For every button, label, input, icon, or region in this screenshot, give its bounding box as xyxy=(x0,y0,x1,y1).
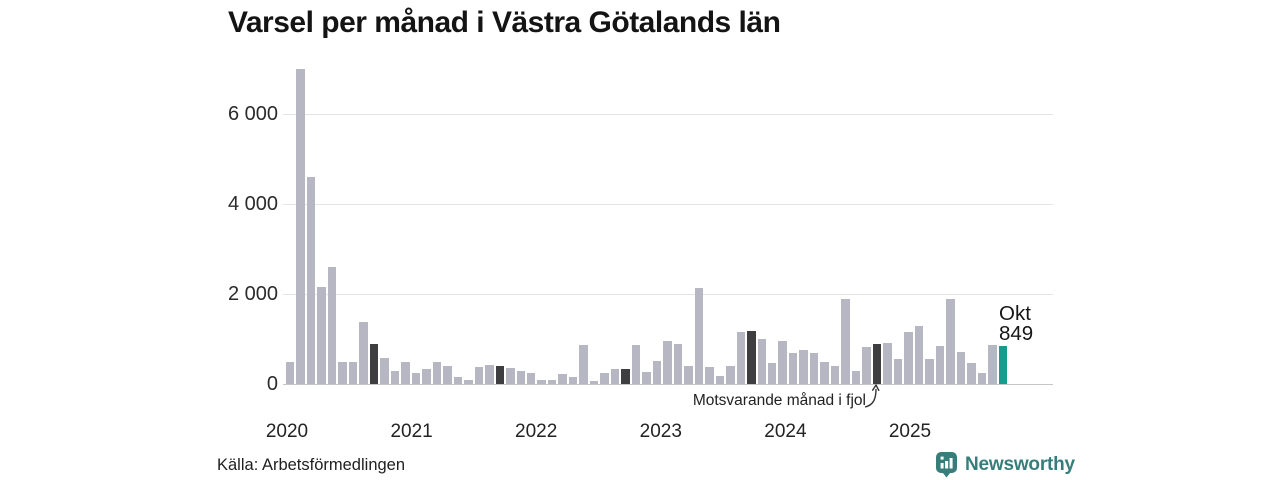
newsworthy-wordmark: Newsworthy xyxy=(965,454,1075,475)
gridline xyxy=(283,203,1053,205)
bar xyxy=(485,365,494,384)
source-caption: Källa: Arbetsförmedlingen xyxy=(217,456,406,474)
bar xyxy=(767,362,777,384)
current-month-label: Okt 849 xyxy=(999,304,1033,343)
bar xyxy=(631,344,641,384)
bar xyxy=(799,350,808,384)
chart-title: Varsel per månad i Västra Götalands län xyxy=(228,6,781,39)
bar xyxy=(663,341,672,384)
bar xyxy=(726,366,735,384)
bar xyxy=(526,373,536,384)
bar xyxy=(537,380,546,384)
y-tick-label: 6 000 xyxy=(227,103,278,125)
gridline xyxy=(283,113,1053,115)
x-year-label: 2024 xyxy=(764,421,807,442)
x-year-label: 2023 xyxy=(639,421,682,442)
y-tick-label: 2 000 xyxy=(227,283,278,305)
bar xyxy=(443,366,452,384)
y-tick-label: 0 xyxy=(266,373,278,395)
bar xyxy=(788,352,798,384)
bar xyxy=(348,362,358,384)
current-month-name: Okt xyxy=(999,302,1031,325)
bar xyxy=(380,357,389,384)
bar xyxy=(600,372,609,384)
bar xyxy=(830,366,840,384)
bar-same-month-last-year xyxy=(872,344,882,384)
bar xyxy=(988,345,997,384)
x-year-label: 2021 xyxy=(390,421,433,442)
x-year-label: 2020 xyxy=(265,421,309,442)
bar xyxy=(547,379,557,384)
bar xyxy=(474,367,484,384)
bar xyxy=(883,342,892,384)
bar xyxy=(736,332,746,384)
bar xyxy=(317,287,326,384)
bar xyxy=(390,370,400,384)
bar xyxy=(306,177,316,384)
bar xyxy=(464,379,473,384)
bar-same-month-last-year xyxy=(621,369,630,384)
bar xyxy=(893,359,903,384)
bar xyxy=(568,376,578,384)
bar xyxy=(359,321,368,384)
bar xyxy=(642,371,651,384)
bar xyxy=(610,369,620,384)
bar xyxy=(914,325,924,384)
bar xyxy=(809,352,819,384)
annotation-arrow-icon xyxy=(864,384,880,408)
current-month-value: 849 xyxy=(999,321,1034,345)
bar xyxy=(673,343,683,384)
bar xyxy=(411,372,421,384)
bar xyxy=(285,361,295,384)
bar-same-month-last-year xyxy=(495,366,505,384)
bar xyxy=(338,361,347,384)
bar xyxy=(778,340,787,384)
y-tick-label: 4 000 xyxy=(227,193,278,215)
bar xyxy=(296,69,305,384)
x-axis-line xyxy=(283,383,1053,385)
bar xyxy=(757,339,766,384)
bar xyxy=(684,366,693,384)
bar xyxy=(851,370,861,384)
bar xyxy=(516,370,525,384)
x-year-label: 2022 xyxy=(515,421,558,442)
newsworthy-icon xyxy=(936,452,957,478)
bar xyxy=(422,369,431,384)
gridline xyxy=(283,293,1053,295)
bar xyxy=(935,346,945,384)
bar xyxy=(652,361,662,384)
bar xyxy=(705,367,714,384)
newsworthy-logo: Newsworthy xyxy=(936,452,1075,478)
bar xyxy=(558,374,567,384)
bar xyxy=(925,359,934,384)
annotation-fjol: Motsvarande månad i fjol xyxy=(693,392,866,410)
bar xyxy=(401,361,410,384)
bar-same-month-last-year xyxy=(747,330,756,384)
bar xyxy=(946,298,955,384)
bar-current-month xyxy=(998,345,1007,384)
bar-same-month-last-year xyxy=(369,344,379,384)
bar xyxy=(453,377,463,384)
bar xyxy=(715,375,725,384)
annotation-text: Motsvarande månad i fjol xyxy=(692,392,866,409)
bar xyxy=(862,347,871,384)
bar xyxy=(904,332,913,384)
bar xyxy=(506,368,515,384)
bar xyxy=(977,373,987,384)
bar xyxy=(694,288,704,384)
bar xyxy=(579,344,588,384)
bar xyxy=(841,298,850,384)
bar xyxy=(327,267,337,384)
bar xyxy=(432,362,442,384)
bar xyxy=(967,362,976,384)
x-year-label: 2025 xyxy=(888,421,932,442)
bar xyxy=(589,381,599,384)
bar xyxy=(956,351,966,384)
bar xyxy=(820,361,829,384)
